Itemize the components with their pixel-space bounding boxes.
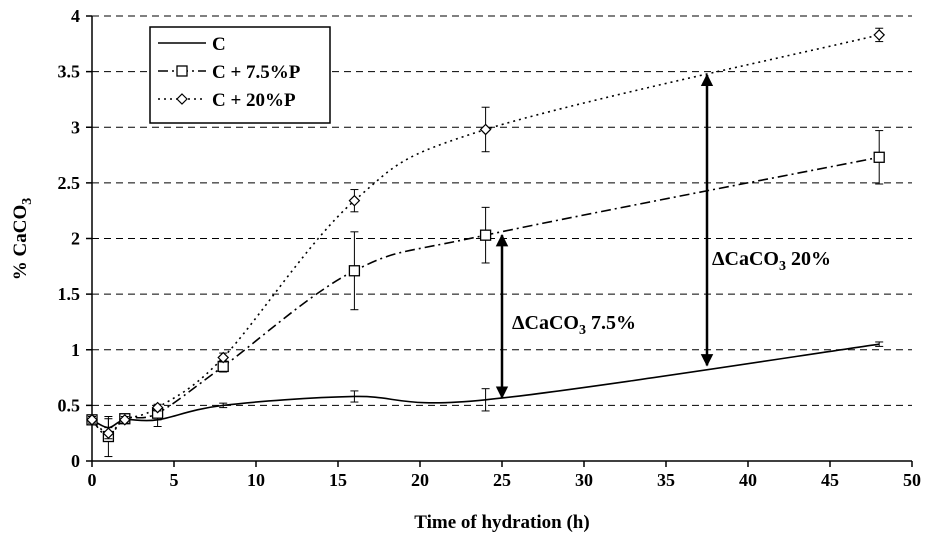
series-line bbox=[91, 34, 880, 434]
y-tick-label: 4 bbox=[71, 6, 80, 26]
legend-label: C + 20%P bbox=[212, 90, 296, 111]
series-line bbox=[91, 156, 880, 438]
x-tick-label: 15 bbox=[329, 470, 347, 490]
data-point bbox=[102, 427, 115, 440]
data-point bbox=[86, 413, 98, 426]
series-3 bbox=[86, 27, 886, 440]
delta-label: ΔCaCO3 7.5% bbox=[512, 312, 636, 338]
legend-marker bbox=[176, 65, 188, 77]
legend-label: C bbox=[212, 34, 226, 55]
legend-marker bbox=[176, 93, 188, 105]
y-tick-label: 1 bbox=[71, 340, 80, 360]
data-point bbox=[348, 265, 361, 277]
data-point bbox=[479, 229, 492, 241]
y-ticks: 0 0.5 1 1.5 2 2.5 3 3.5 4 bbox=[58, 6, 92, 471]
y-tick-label: 2.5 bbox=[58, 173, 81, 193]
legend-label: C + 7.5%P bbox=[212, 62, 301, 83]
x-tick-label: 45 bbox=[821, 470, 839, 490]
y-tick-label: 0.5 bbox=[58, 395, 81, 415]
x-tick-label: 35 bbox=[657, 470, 675, 490]
y-tick-label: 1.5 bbox=[58, 284, 81, 304]
y-tick-label: 3 bbox=[71, 117, 80, 137]
data-point bbox=[348, 194, 361, 207]
y-tick-label: 3.5 bbox=[58, 62, 81, 82]
x-tick-label: 0 bbox=[88, 470, 97, 490]
x-tick-label: 10 bbox=[247, 470, 265, 490]
series-line bbox=[91, 343, 880, 429]
data-point bbox=[873, 151, 885, 163]
x-tick-label: 30 bbox=[575, 470, 593, 490]
annotations: ΔCaCO3 7.5% ΔCaCO3 20% bbox=[495, 73, 831, 399]
data-point bbox=[217, 351, 230, 364]
data-point bbox=[151, 401, 164, 414]
series-group bbox=[86, 27, 886, 458]
x-tick-label: 5 bbox=[170, 470, 179, 490]
y-tick-label: 2 bbox=[71, 229, 80, 249]
data-point bbox=[479, 123, 492, 136]
x-tick-label: 50 bbox=[903, 470, 921, 490]
data-point bbox=[873, 29, 886, 41]
y-tick-label: 0 bbox=[71, 451, 80, 471]
legend: C C + 7.5%P C + 20%P bbox=[149, 26, 331, 124]
series-1 bbox=[88, 341, 884, 438]
x-tick-label: 40 bbox=[739, 470, 757, 490]
y-axis-title: % CaCO3 bbox=[10, 198, 35, 280]
delta-label: ΔCaCO3 20% bbox=[712, 248, 831, 274]
x-ticks: 0 5 10 15 20 25 30 35 40 45 50 bbox=[88, 461, 921, 490]
x-tick-label: 25 bbox=[493, 470, 511, 490]
data-point bbox=[118, 413, 131, 426]
x-axis-title: Time of hydration (h) bbox=[414, 512, 589, 533]
x-tick-label: 20 bbox=[411, 470, 429, 490]
